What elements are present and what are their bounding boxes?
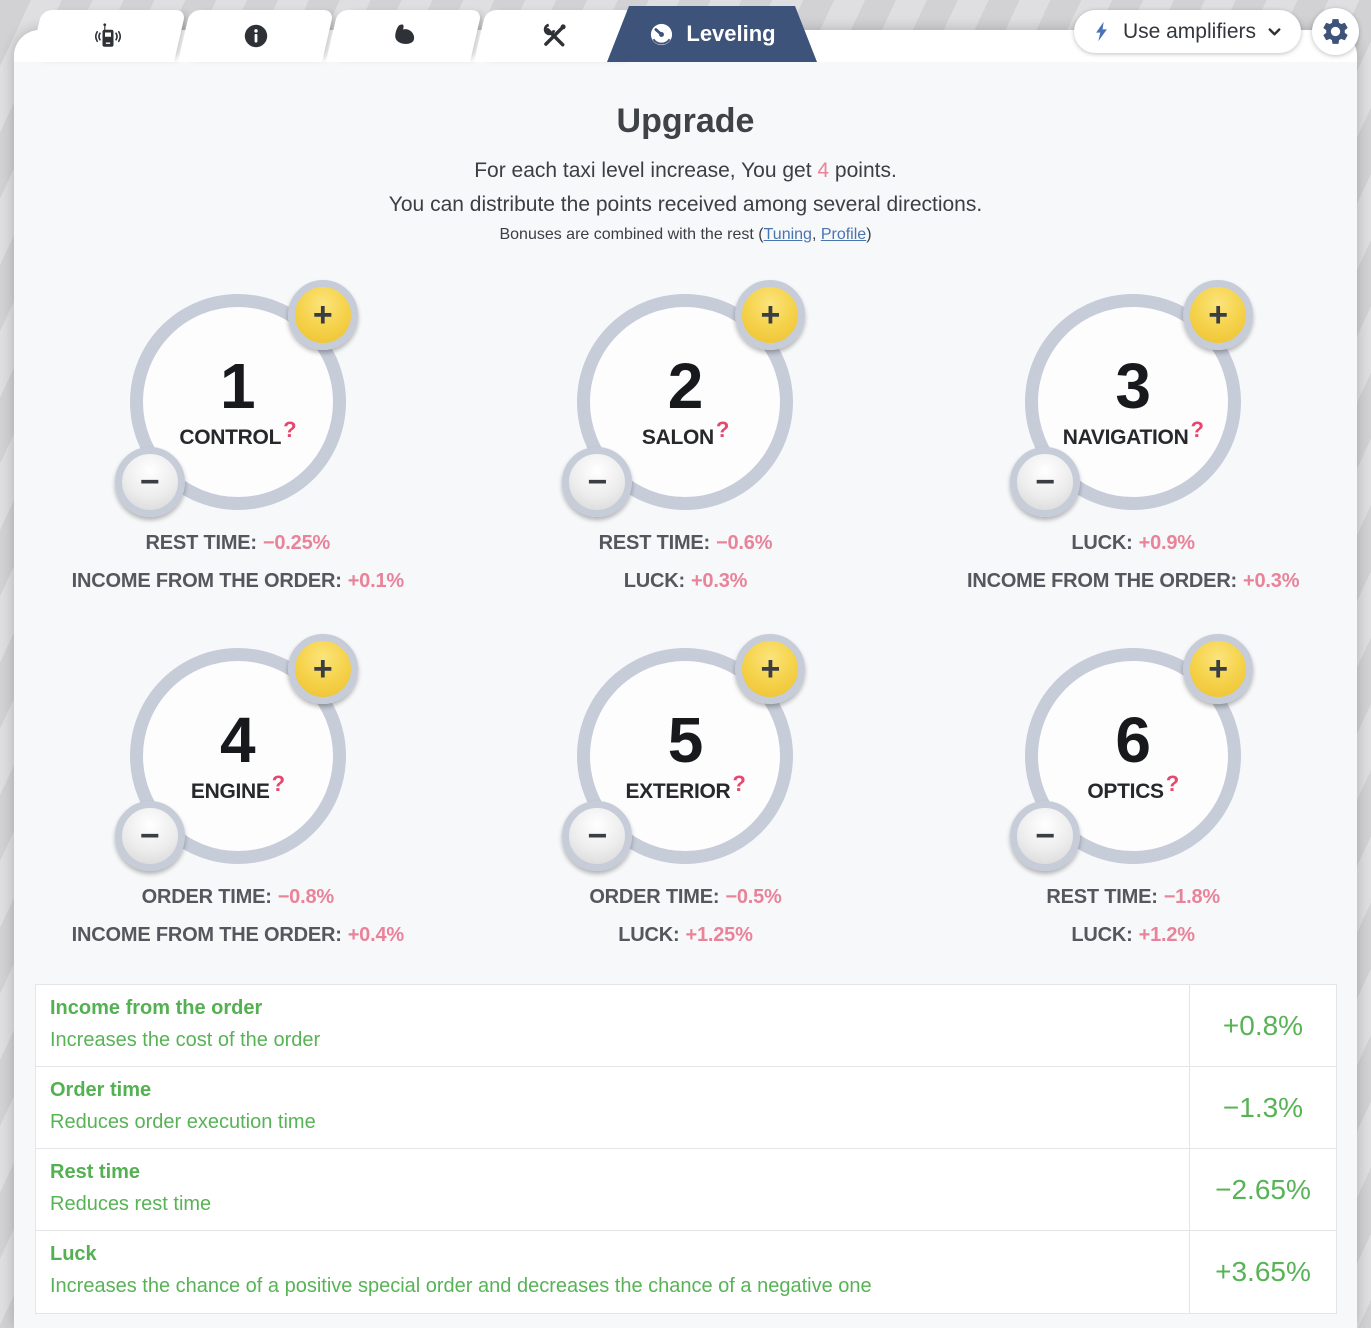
tab-leveling-label: Leveling [686,21,776,46]
row-title: Income from the order [50,997,263,1019]
help-question-icon[interactable]: ? [1190,417,1204,442]
intro-section: Upgrade For each taxi level increase, Yo… [14,102,1357,246]
widget-optics: 6 OPTICS? + − REST TIME: −1.8% LUCK: +1.2% [909,634,1357,954]
row-description: Increases the cost of the order [50,1029,321,1051]
table-row-order-time: Order time Reduces order execution time … [36,1067,1336,1149]
tab-info[interactable] [177,10,335,62]
row-title: Rest time [50,1161,141,1183]
widget-label: ENGINE? [190,771,285,803]
bonus-summary-table: Income from the order Increases the cost… [35,984,1337,1314]
widget-stats: REST TIME: −0.25% INCOME FROM THE ORDER: +… [71,532,405,592]
main-card: Leveling Use amplifiers [14,30,1359,1328]
use-amplifiers-label: Use amplifiers [1122,19,1256,43]
minus-button[interactable]: − [1010,447,1081,517]
minus-button[interactable]: − [562,447,633,517]
points-count: 4 [817,159,830,182]
radio-icon [93,21,123,51]
intro-line-3: Bonuses are combined with the rest (Tuni… [499,226,872,243]
widget-control: 1 CONTROL? + − REST TIME: −0.25% INCOME F… [14,280,462,600]
minus-button[interactable]: − [114,801,185,871]
tab-radio[interactable] [29,10,187,62]
row-title: Order time [50,1079,152,1101]
widget-label: NAVIGATION? [1062,417,1204,449]
plus-button[interactable]: + [1183,634,1254,704]
row-description: Increases the chance of a positive speci… [50,1275,872,1297]
help-question-icon[interactable]: ? [283,417,297,442]
info-icon [242,22,270,50]
points-number: 6 [1115,704,1151,776]
tab-strength[interactable] [325,10,483,62]
tools-icon [539,21,569,51]
gear-icon [1320,16,1351,47]
minus-button[interactable]: − [1010,801,1081,871]
row-title: Luck [50,1243,97,1265]
widget-salon: 2 SALON? + − REST TIME: −0.6% LUCK: +0.3% [462,280,910,600]
upgrade-widgets-grid: 1 CONTROL? + − REST TIME: −0.25% INCOME F… [14,280,1357,954]
points-number: 4 [220,704,256,776]
page-title: Upgrade [616,102,755,140]
plus-button[interactable]: + [287,634,358,704]
row-total-value: −1.3% [1222,1091,1304,1123]
widget-label: SALON? [641,417,730,449]
lightning-icon [1091,20,1114,43]
intro-line-1: For each taxi level increase, You get 4 … [474,159,897,182]
points-number: 2 [667,350,704,422]
points-number: 5 [667,704,704,776]
plus-button[interactable]: + [1183,280,1254,350]
widget-label: EXTERIOR? [625,771,746,803]
row-total-value: +3.65% [1215,1256,1311,1287]
help-question-icon[interactable]: ? [1165,771,1179,796]
tuning-link[interactable]: Tuning [763,226,812,243]
row-total-value: −2.65% [1215,1173,1311,1205]
plus-button[interactable]: + [735,634,806,704]
row-description: Reduces rest time [50,1193,212,1215]
widget-navigation: 3 NAVIGATION? + − LUCK: +0.9% INCOME FROM… [909,280,1357,600]
help-question-icon[interactable]: ? [715,417,730,442]
row-total-value: +0.8% [1222,1009,1304,1041]
widget-label: CONTROL? [179,417,297,449]
help-question-icon[interactable]: ? [271,771,285,796]
profile-link[interactable]: Profile [820,226,867,243]
widget-stats: REST TIME: −0.6% LUCK: +0.3% [598,532,773,592]
widget-label: OPTICS? [1087,771,1179,803]
plus-button[interactable]: + [287,280,358,350]
help-question-icon[interactable]: ? [732,771,746,796]
widget-stats: REST TIME: −1.8% LUCK: +1.2% [1046,886,1220,946]
table-row-income: Income from the order Increases the cost… [36,985,1336,1067]
chevron-down-icon [1265,22,1284,41]
speedometer-icon [648,21,675,48]
widget-engine: 4 ENGINE? + − ORDER TIME: −0.8% INCOME FR… [14,634,462,954]
points-number: 3 [1115,350,1151,422]
widget-stats: ORDER TIME: −0.8% INCOME FROM THE ORDER: +… [71,886,405,946]
tab-bar: Leveling Use amplifiers [14,30,1359,62]
intro-line-2: You can distribute the points received a… [388,193,983,216]
tab-tools[interactable] [473,10,635,62]
widget-exterior: 5 EXTERIOR? + − ORDER TIME: −0.5% LUCK: +1… [462,634,910,954]
row-description: Reduces order execution time [50,1111,316,1133]
use-amplifiers-button[interactable]: Use amplifiers [1073,10,1301,53]
settings-button[interactable] [1312,8,1359,55]
points-number: 1 [220,350,256,422]
muscle-icon [389,21,419,51]
minus-button[interactable]: − [562,801,633,871]
minus-button[interactable]: − [114,447,185,517]
plus-button[interactable]: + [735,280,806,350]
table-row-luck: Luck Increases the chance of a positive … [36,1231,1336,1313]
widget-stats: LUCK: +0.9% INCOME FROM THE ORDER: +0.3% [966,532,1300,592]
tab-leveling[interactable]: Leveling [607,6,817,62]
table-row-rest-time: Rest time Reduces rest time −2.65% [36,1149,1336,1231]
widget-stats: ORDER TIME: −0.5% LUCK: +1.25% [589,886,782,946]
